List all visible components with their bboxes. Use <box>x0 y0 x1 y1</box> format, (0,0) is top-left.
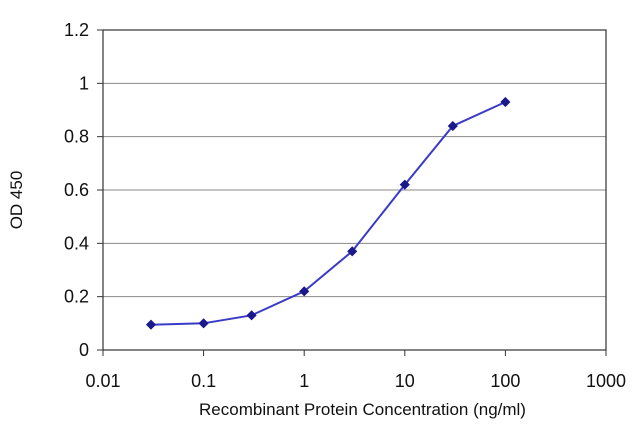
y-axis-title: OD 450 <box>7 171 26 230</box>
x-tick-label: 10 <box>395 371 415 391</box>
x-tick-label: 1000 <box>586 371 626 391</box>
x-tick-label: 1 <box>299 371 309 391</box>
y-tick-label: 0.6 <box>64 180 89 200</box>
data-point-marker <box>246 310 257 321</box>
data-point-marker <box>299 286 310 297</box>
y-tick-label: 0.8 <box>64 127 89 147</box>
data-point-marker <box>500 96 511 108</box>
x-axis: 0.01 0.1 1 10 100 1000 <box>85 350 626 391</box>
data-point-marker <box>399 179 410 190</box>
data-point-marker <box>347 246 358 257</box>
x-axis-title: Recombinant Protein Concentration (ng/ml… <box>199 400 526 419</box>
y-tick-label: 0 <box>79 340 89 360</box>
grid <box>103 82 606 298</box>
data-point-marker <box>447 120 458 132</box>
data-point-marker <box>198 318 209 329</box>
y-tick-label: 1.2 <box>64 20 89 40</box>
data-point-marker <box>145 319 157 330</box>
series-markers <box>145 96 511 330</box>
x-tick-label: 0.1 <box>191 371 216 391</box>
y-tick-label: 1 <box>79 73 89 93</box>
y-tick-label: 0.2 <box>64 287 89 307</box>
series-line <box>150 101 506 326</box>
y-axis: 0 0.2 0.4 0.6 0.8 1 1.2 <box>64 20 103 360</box>
x-tick-label: 0.01 <box>85 371 120 391</box>
y-tick-label: 0.4 <box>64 233 89 253</box>
x-tick-label: 100 <box>490 371 520 391</box>
